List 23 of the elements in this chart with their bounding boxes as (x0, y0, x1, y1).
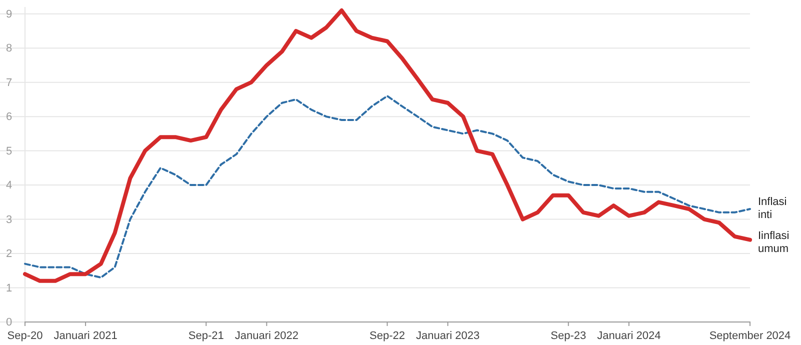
y-tick-label: 1 (6, 282, 12, 294)
y-tick-label: 7 (6, 76, 12, 89)
x-tick-label: Sep-20 (7, 330, 43, 342)
y-tick-label: 3 (6, 214, 12, 226)
x-tick-label: Januari 2022 (234, 330, 298, 342)
line-series (23, 8, 752, 283)
x-tick-label: Sep-23 (550, 330, 586, 342)
y-tick-label: 8 (6, 42, 12, 55)
y-tick-label: 0 (6, 316, 12, 329)
series-label: Inflasi inti (758, 196, 787, 222)
series-label: Iinflasi umum (758, 230, 790, 256)
y-tick-label: 2 (6, 248, 12, 260)
x-tick-label: Januari 2023 (416, 330, 480, 342)
y-tick-label: 6 (6, 111, 12, 124)
x-tick-label: Januari 2024 (597, 330, 661, 342)
x-tick-label: September 2024 (709, 330, 791, 342)
line-series (24, 95, 751, 278)
x-tick-label: Sep-21 (188, 330, 224, 342)
x-tick-label: Sep-22 (370, 330, 405, 342)
x-tick-label: Januari 2021 (54, 330, 118, 342)
y-tick-label: 9 (6, 8, 12, 20)
y-tick-label: 4 (6, 180, 12, 192)
y-tick-label: 5 (6, 145, 12, 158)
